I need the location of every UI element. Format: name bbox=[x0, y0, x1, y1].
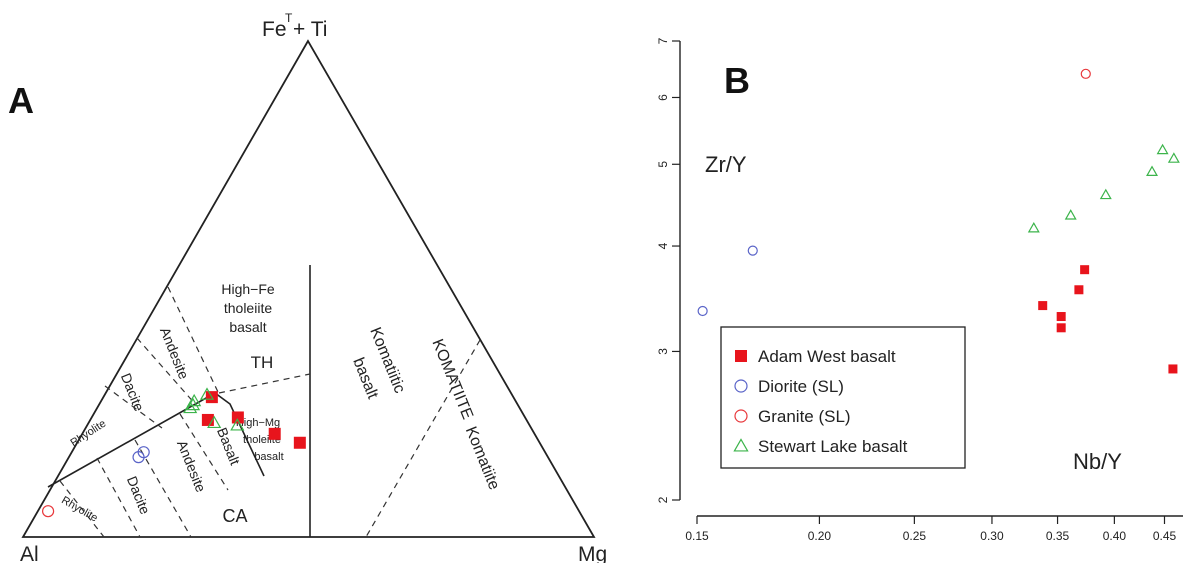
scatter-point bbox=[1074, 285, 1084, 295]
panel-b-label: B bbox=[724, 60, 750, 101]
ternary-point bbox=[268, 427, 281, 440]
field-label-andesite-ca: Andesite bbox=[174, 438, 209, 495]
y-ticks: 2 3 4 5 6 7 bbox=[656, 37, 680, 503]
ternary-point bbox=[293, 436, 306, 449]
panel-a-label: A bbox=[8, 80, 34, 121]
legend: Adam West basalt Diorite (SL) Granite (SL)… bbox=[720, 326, 966, 469]
field-label-high-mg-1: High−Mg bbox=[236, 417, 280, 429]
x-tick-label: 0.15 bbox=[685, 529, 709, 543]
ternary-points bbox=[41, 387, 306, 518]
x-tick-label: 0.35 bbox=[1046, 529, 1070, 543]
field-label-komatiite-lower: Komatiite bbox=[462, 424, 503, 492]
scatter-panel-b: B 2 3 4 5 6 7 0.15 0.20 0.25 0.30 0.35 0.40 0.45 Zr… bbox=[656, 37, 1183, 543]
field-label-th: TH bbox=[251, 353, 274, 372]
x-tick-label: 0.25 bbox=[903, 529, 927, 543]
ternary-point bbox=[183, 400, 198, 414]
scatter-point bbox=[1080, 68, 1091, 79]
scatter-point bbox=[1146, 165, 1159, 176]
field-label-high-fe-3: basalt bbox=[229, 319, 266, 335]
ternary-point bbox=[137, 446, 150, 459]
apex-top-label-superscript: T bbox=[285, 11, 293, 25]
legend-marker bbox=[735, 350, 747, 362]
field-label-basalt-ca: Basalt bbox=[214, 425, 243, 467]
y-tick-label: 4 bbox=[656, 242, 670, 249]
legend-marker bbox=[733, 438, 749, 452]
scatter-point bbox=[1167, 152, 1180, 163]
scatter-point bbox=[747, 245, 758, 256]
legend-label: Diorite (SL) bbox=[758, 377, 844, 396]
ternary-point bbox=[185, 397, 201, 411]
dashed-field-boundaries bbox=[59, 286, 481, 538]
field-label-komatiite-upper: KOMATIITE bbox=[428, 337, 476, 422]
y-tick-label: 7 bbox=[656, 37, 670, 44]
ternary-point bbox=[199, 387, 215, 400]
field-labels: High−Fe tholeiite basalt TH CA High−Mg t… bbox=[59, 281, 502, 526]
x-tick-label: 0.30 bbox=[980, 529, 1004, 543]
scatter-point bbox=[697, 305, 708, 317]
scatter-points bbox=[697, 68, 1180, 374]
field-label-ca: CA bbox=[222, 506, 247, 526]
field-label-dacite-ca: Dacite bbox=[124, 474, 154, 517]
legend-items: Adam West basalt Diorite (SL) Granite (SL)… bbox=[733, 347, 908, 456]
scatter-point bbox=[1056, 312, 1066, 322]
field-label-komatiitic-2: basalt bbox=[349, 355, 381, 401]
field-label-high-fe-1: High−Fe bbox=[221, 281, 275, 297]
ternary-point bbox=[41, 505, 55, 518]
y-tick-label: 3 bbox=[656, 348, 670, 355]
y-tick-label: 5 bbox=[656, 161, 670, 168]
legend-marker bbox=[734, 409, 748, 423]
scatter-point bbox=[1156, 143, 1169, 155]
scatter-point bbox=[1056, 323, 1066, 333]
scatter-point bbox=[1080, 265, 1090, 275]
scatter-point bbox=[1168, 364, 1178, 374]
field-label-rhyolite-ca: Rhyolite bbox=[59, 494, 99, 524]
ternary-point bbox=[207, 415, 222, 429]
x-tick-label: 0.40 bbox=[1103, 529, 1127, 543]
legend-label: Stewart Lake basalt bbox=[758, 437, 908, 456]
field-label-high-mg-3: basalt bbox=[254, 451, 283, 463]
legend-marker bbox=[734, 379, 748, 393]
apex-right-label: Mg bbox=[578, 543, 607, 563]
y-tick-label: 2 bbox=[656, 496, 670, 503]
ternary-panel-a: A Fe T + Ti Al Mg High−Fe tholeiite bas bbox=[8, 11, 607, 563]
x-ticks: 0.15 0.20 0.25 0.30 0.35 0.40 0.45 bbox=[685, 516, 1176, 543]
x-tick-label: 0.20 bbox=[808, 529, 832, 543]
boundary-th-ca-line bbox=[47, 392, 265, 488]
scatter-point bbox=[1064, 209, 1077, 220]
field-label-andesite-th: Andesite bbox=[157, 325, 192, 382]
scatter-point bbox=[1038, 301, 1048, 311]
y-tick-label: 6 bbox=[656, 94, 670, 101]
legend-label: Adam West basalt bbox=[758, 347, 896, 366]
apex-top-label-main: Fe bbox=[262, 18, 287, 41]
y-axis-title: Zr/Y bbox=[705, 152, 747, 177]
ternary-point bbox=[231, 411, 244, 424]
ternary-point bbox=[187, 393, 202, 407]
ternary-triangle bbox=[21, 39, 596, 538]
x-tick-label: 0.45 bbox=[1153, 529, 1177, 543]
field-label-dacite-th: Dacite bbox=[118, 371, 148, 414]
scatter-point bbox=[1027, 222, 1040, 233]
apex-left-label: Al bbox=[20, 543, 39, 563]
field-label-high-fe-2: tholeiite bbox=[224, 300, 272, 316]
ternary-point bbox=[230, 418, 245, 431]
legend-box bbox=[720, 326, 966, 469]
legend-label: Granite (SL) bbox=[758, 407, 851, 426]
apex-top-label-rest: + Ti bbox=[293, 18, 327, 41]
x-axis-title: Nb/Y bbox=[1073, 449, 1122, 474]
scatter-point bbox=[1099, 188, 1112, 200]
